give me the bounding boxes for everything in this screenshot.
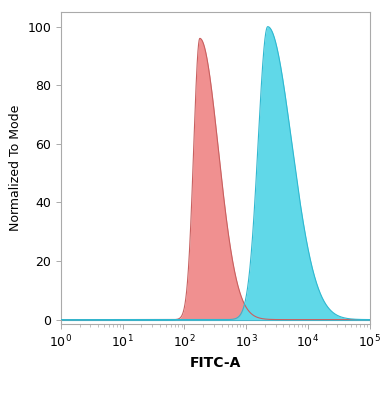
Y-axis label: Normalized To Mode: Normalized To Mode — [9, 105, 22, 231]
X-axis label: FITC-A: FITC-A — [190, 356, 241, 370]
